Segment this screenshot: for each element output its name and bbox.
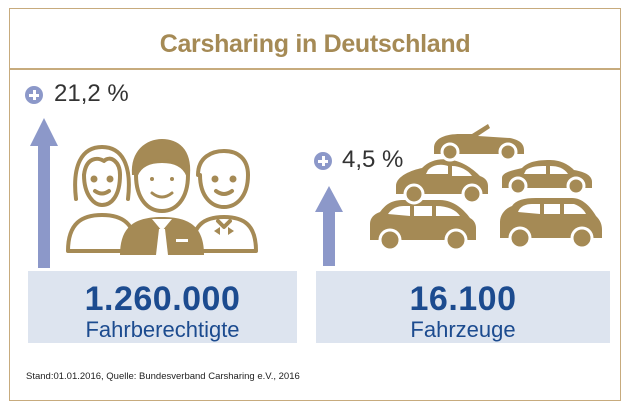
right-growth-percent: 4,5 % xyxy=(342,146,404,173)
left-value-number: 1.260.000 xyxy=(84,280,241,318)
title-divider xyxy=(9,68,621,70)
source-note: Stand:01.01.2016, Quelle: Bundesverband … xyxy=(26,371,300,382)
right-value-label: Fahrzeuge xyxy=(410,317,516,342)
right-value-number: 16.100 xyxy=(409,280,517,318)
left-up-arrow-icon xyxy=(30,118,58,268)
people-icon xyxy=(66,139,258,255)
page-title: Carsharing in Deutschland xyxy=(159,30,471,58)
right-up-arrow-icon xyxy=(315,186,343,266)
cars-icon xyxy=(370,124,602,252)
left-value-label: Fahrberechtigte xyxy=(85,317,240,342)
plus-icon xyxy=(25,86,43,104)
right-value-box: 16.100 Fahrzeuge xyxy=(316,271,610,343)
left-value-box: 1.260.000 Fahrberechtigte xyxy=(28,271,297,343)
plus-icon xyxy=(314,152,332,170)
left-growth-percent: 21,2 % xyxy=(54,80,129,107)
